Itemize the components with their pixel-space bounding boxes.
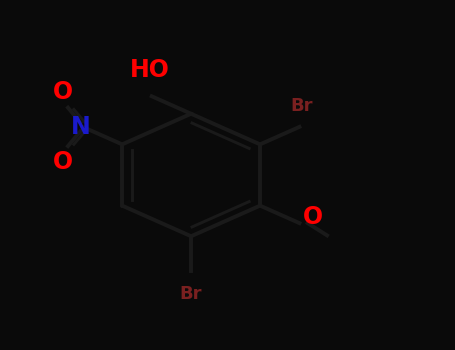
Text: N: N — [71, 115, 91, 139]
Text: O: O — [303, 205, 323, 229]
Text: O: O — [53, 150, 73, 174]
Text: O: O — [53, 80, 73, 104]
Text: Br: Br — [290, 97, 313, 114]
Text: Br: Br — [180, 285, 202, 302]
Text: HO: HO — [130, 57, 169, 82]
